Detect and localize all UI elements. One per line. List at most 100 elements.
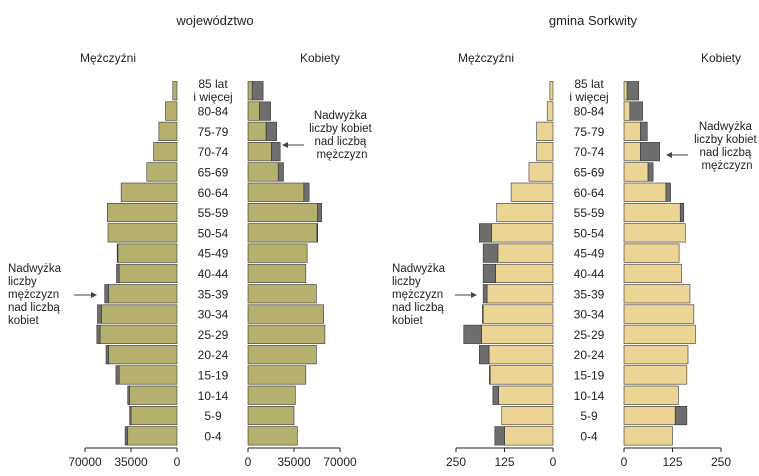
bar-female-gmina xyxy=(623,304,695,324)
annotation-line: mężczyzn xyxy=(316,149,367,161)
age-label: 40-44 xyxy=(574,267,605,281)
bar-male-surplus-gmina xyxy=(463,324,482,344)
bar-male-gmina xyxy=(482,304,554,324)
bar-female-voivodeship xyxy=(247,304,324,324)
tick-label-left-voivodeship: 35000 xyxy=(114,455,148,469)
age-label: 45-49 xyxy=(198,247,229,261)
bar-male-voivodeship xyxy=(127,426,178,446)
bar-male-gmina xyxy=(510,182,554,202)
bar-male-surplus-voivodeship xyxy=(116,243,119,263)
bar-female-surplus-gmina xyxy=(629,101,643,121)
annotation-line: nad liczbą xyxy=(315,136,367,148)
bar-female-surplus-gmina xyxy=(626,81,640,101)
bar-male-voivodeship xyxy=(99,324,178,344)
annotation-line: liczby kobiet xyxy=(309,123,372,135)
age-label: 20-24 xyxy=(198,348,229,362)
tick-label-right-voivodeship: 70000 xyxy=(323,455,357,469)
bar-male-gmina xyxy=(536,121,554,141)
age-label: 0-4 xyxy=(204,429,222,443)
age-label: 5-9 xyxy=(580,409,598,423)
bar-male-gmina xyxy=(546,101,554,121)
bar-male-surplus-voivodeship xyxy=(105,345,109,365)
tick-label-right-voivodeship: 0 xyxy=(245,455,252,469)
tick-label-left-gmina: 250 xyxy=(446,455,466,469)
bar-female-surplus-voivodeship xyxy=(265,121,277,141)
bar-female-voivodeship xyxy=(247,324,326,344)
age-label: 35-39 xyxy=(198,287,229,301)
right-header-voivodeship: Kobiety xyxy=(300,51,340,65)
bar-female-surplus-voivodeship xyxy=(251,81,264,101)
bar-female-surplus-gmina xyxy=(674,405,688,426)
bar-male-voivodeship xyxy=(118,365,178,385)
bar-female-voivodeship xyxy=(247,101,260,121)
annotation-line: mężczyzn xyxy=(392,289,443,301)
bar-male-voivodeship xyxy=(129,385,178,405)
bar-female-gmina xyxy=(623,223,686,243)
bar-female-voivodeship xyxy=(247,121,267,141)
bar-female-gmina xyxy=(623,162,649,182)
chart-title-gmina: gmina Sorkwity xyxy=(549,13,638,28)
bar-female-surplus-gmina xyxy=(679,203,685,223)
axis-gmina: 0 0 125 125 250 250 xyxy=(446,447,731,469)
age-label: 50-54 xyxy=(574,226,605,240)
tick-label-right-gmina: 125 xyxy=(662,455,682,469)
svg-text:Nadwyżka liczby kobiet: Nadwyżka liczby kobiet nad liczbą mężczy… xyxy=(694,121,759,172)
age-label: 75-79 xyxy=(198,125,229,139)
bar-male-voivodeship xyxy=(101,304,178,324)
bar-male-surplus-gmina xyxy=(478,345,490,365)
annotation-line: mężczyzn xyxy=(701,160,752,172)
bar-female-surplus-voivodeship xyxy=(271,142,281,162)
tick-label-right-gmina: 0 xyxy=(621,455,628,469)
age-label: 15-19 xyxy=(198,368,229,382)
bar-female-voivodeship xyxy=(247,365,307,385)
bar-male-surplus-voivodeship xyxy=(96,324,101,344)
axis-voivodeship: 0 0 35000 35000 70000 70000 xyxy=(68,447,357,469)
bar-female-voivodeship xyxy=(247,182,305,202)
bar-female-voivodeship xyxy=(247,426,298,446)
age-label: 40-44 xyxy=(198,267,229,281)
bar-female-gmina xyxy=(623,203,681,223)
tick-label-left-gmina: 125 xyxy=(494,455,514,469)
annotation-line: kobiet xyxy=(392,315,423,327)
annotation-line: liczby xyxy=(392,276,421,288)
bar-female-surplus-voivodeship xyxy=(317,203,322,223)
bar-female-surplus-voivodeship xyxy=(316,223,318,243)
bar-female-voivodeship xyxy=(247,203,318,223)
bar-female-voivodeship xyxy=(247,405,295,426)
bar-male-surplus-gmina xyxy=(494,426,505,446)
bar-male-voivodeship xyxy=(158,121,178,141)
annotation-line: kobiet xyxy=(8,315,39,327)
bar-female-surplus-gmina xyxy=(639,142,660,162)
bar-female-surplus-voivodeship xyxy=(277,162,284,182)
bar-female-gmina xyxy=(623,324,696,344)
bar-male-gmina xyxy=(549,81,554,101)
bars-voivodeship xyxy=(96,81,326,446)
bar-female-gmina xyxy=(623,142,641,162)
tick-label-right-voivodeship: 35000 xyxy=(277,455,311,469)
age-label: 80-84 xyxy=(198,105,229,119)
bar-female-gmina xyxy=(623,263,682,284)
bar-female-voivodeship xyxy=(247,142,272,162)
annotation-line: mężczyzn xyxy=(8,289,59,301)
age-label: 30-34 xyxy=(574,308,605,322)
bar-male-voivodeship xyxy=(146,162,178,182)
right-header-gmina: Kobiety xyxy=(701,51,741,65)
bar-male-voivodeship xyxy=(118,263,178,284)
bar-male-voivodeship xyxy=(107,203,178,223)
bar-male-surplus-gmina xyxy=(482,263,496,284)
age-label: 85 lat xyxy=(198,77,228,91)
bar-female-gmina xyxy=(623,385,679,405)
bar-male-surplus-gmina xyxy=(482,243,499,263)
bar-female-voivodeship xyxy=(247,385,296,405)
bar-female-gmina xyxy=(623,101,631,121)
bar-male-gmina xyxy=(498,385,554,405)
age-label: 10-14 xyxy=(574,389,605,403)
bar-female-voivodeship xyxy=(247,81,253,101)
bar-male-voivodeship xyxy=(117,243,178,263)
bar-male-gmina xyxy=(501,405,554,426)
annotation-line: Nadwyżka xyxy=(314,110,368,122)
bar-female-gmina xyxy=(623,243,680,263)
tick-label-left-gmina: 0 xyxy=(550,455,557,469)
age-label: 55-59 xyxy=(574,206,605,220)
bar-female-gmina xyxy=(623,426,673,446)
